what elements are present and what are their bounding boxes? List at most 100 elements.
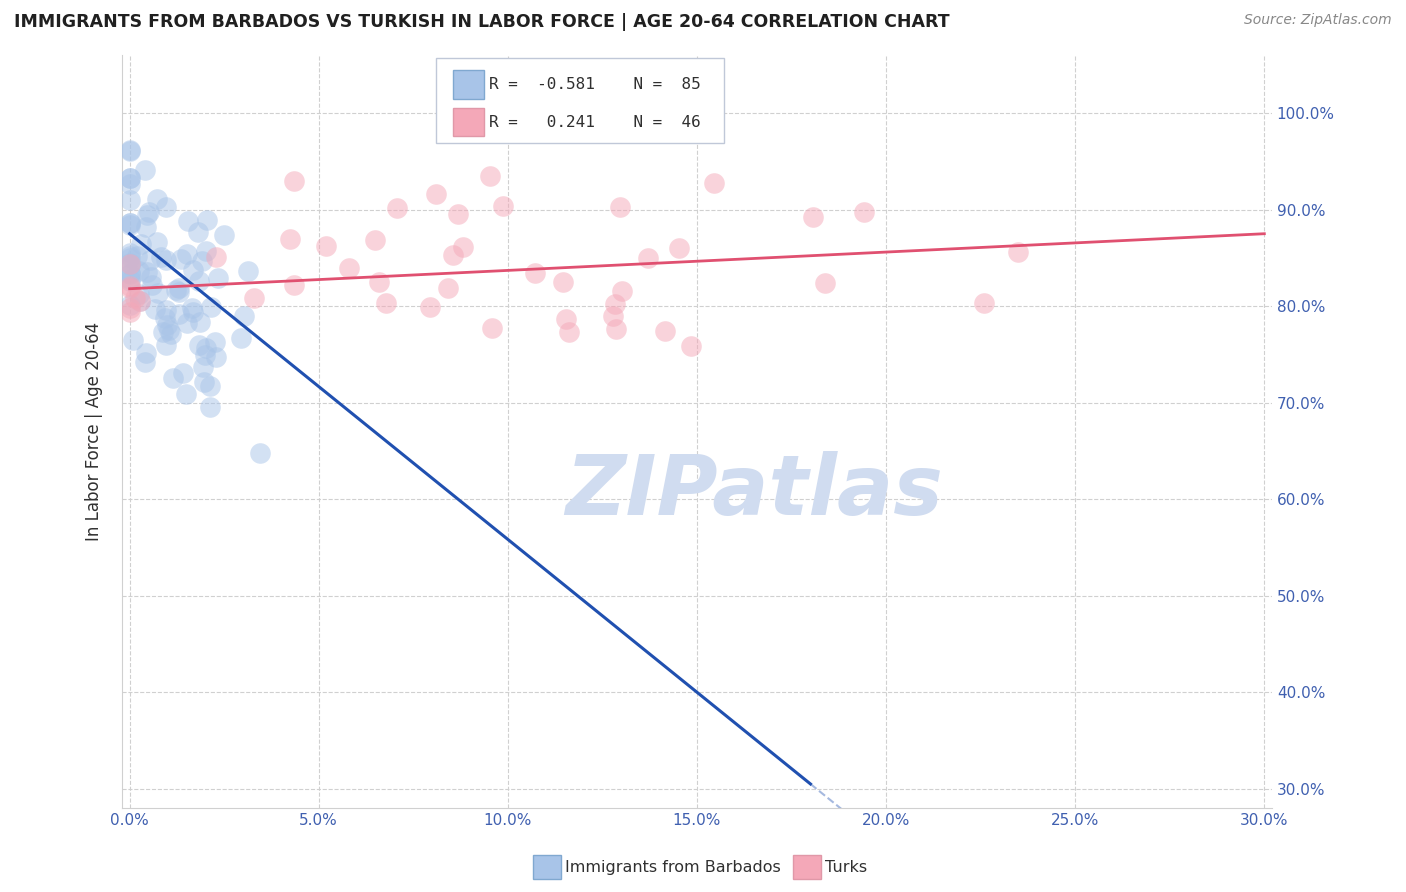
- Point: [128, 264, 150, 278]
- Point: [128, 293, 150, 308]
- Point: [118, 272, 141, 286]
- Point: [118, 177, 141, 191]
- Point: [128, 294, 150, 309]
- Point: [118, 218, 141, 232]
- Point: [198, 378, 221, 392]
- Point: [814, 276, 837, 290]
- Point: [374, 295, 396, 310]
- Point: [174, 387, 197, 401]
- Point: [181, 301, 204, 316]
- Point: [118, 170, 141, 185]
- Point: [703, 176, 725, 190]
- Point: [135, 346, 157, 360]
- Point: [554, 312, 576, 326]
- Point: [315, 239, 337, 253]
- Point: [141, 270, 163, 285]
- Point: [610, 284, 633, 298]
- Point: [278, 232, 301, 246]
- Point: [387, 201, 409, 215]
- Point: [283, 277, 305, 292]
- Point: [337, 260, 360, 275]
- Point: [190, 315, 212, 329]
- Point: [141, 278, 163, 293]
- Point: [187, 338, 209, 352]
- Point: [152, 325, 174, 339]
- Point: [155, 311, 177, 326]
- Point: [176, 214, 198, 228]
- Point: [852, 204, 875, 219]
- Point: [162, 370, 184, 384]
- Point: [156, 318, 179, 332]
- Point: [157, 323, 180, 337]
- Point: [523, 266, 546, 280]
- Text: Source: ZipAtlas.com: Source: ZipAtlas.com: [1244, 13, 1392, 28]
- Point: [425, 186, 447, 201]
- Point: [193, 348, 215, 362]
- Point: [679, 339, 702, 353]
- Point: [191, 359, 214, 374]
- Point: [193, 375, 215, 389]
- Point: [134, 355, 156, 369]
- Point: [557, 325, 579, 339]
- Point: [172, 366, 194, 380]
- Point: [135, 220, 157, 235]
- Point: [231, 331, 253, 345]
- Point: [134, 162, 156, 177]
- Point: [176, 247, 198, 261]
- Point: [181, 262, 204, 277]
- Y-axis label: In Labor Force | Age 20-64: In Labor Force | Age 20-64: [86, 322, 103, 541]
- Point: [195, 212, 218, 227]
- Point: [187, 225, 209, 239]
- Point: [118, 249, 141, 263]
- Point: [481, 321, 503, 335]
- Text: R =  -0.581    N =  85: R = -0.581 N = 85: [489, 78, 702, 92]
- Point: [155, 200, 177, 214]
- Point: [551, 276, 574, 290]
- Point: [118, 216, 141, 230]
- Point: [145, 192, 167, 206]
- Point: [118, 257, 141, 271]
- Point: [118, 251, 141, 265]
- Point: [451, 240, 474, 254]
- Point: [1007, 244, 1029, 259]
- Point: [200, 300, 222, 314]
- Point: [135, 264, 157, 278]
- Point: [232, 309, 254, 323]
- Point: [602, 309, 624, 323]
- Point: [118, 304, 141, 318]
- Point: [419, 300, 441, 314]
- Point: [118, 193, 141, 207]
- Point: [118, 258, 141, 272]
- Point: [143, 301, 166, 316]
- Point: [118, 298, 141, 312]
- Point: [146, 286, 169, 301]
- Point: [167, 307, 190, 321]
- Point: [124, 291, 146, 305]
- Point: [118, 281, 141, 295]
- Point: [118, 144, 141, 158]
- Point: [204, 335, 226, 350]
- Point: [118, 255, 141, 269]
- Point: [170, 252, 193, 266]
- Point: [609, 200, 631, 214]
- Point: [479, 169, 502, 183]
- Point: [243, 291, 266, 305]
- Point: [447, 207, 470, 221]
- Point: [187, 274, 209, 288]
- Point: [118, 246, 141, 260]
- Point: [118, 279, 141, 293]
- Point: [973, 296, 995, 310]
- Point: [364, 233, 387, 247]
- Point: [131, 236, 153, 251]
- Point: [605, 322, 627, 336]
- Point: [118, 301, 141, 315]
- Point: [155, 302, 177, 317]
- Point: [118, 274, 141, 288]
- Text: IMMIGRANTS FROM BARBADOS VS TURKISH IN LABOR FORCE | AGE 20-64 CORRELATION CHART: IMMIGRANTS FROM BARBADOS VS TURKISH IN L…: [14, 13, 949, 31]
- Text: Turks: Turks: [825, 860, 868, 874]
- Point: [283, 174, 305, 188]
- Point: [138, 204, 160, 219]
- Point: [491, 199, 513, 213]
- Point: [118, 267, 141, 281]
- Point: [167, 285, 190, 299]
